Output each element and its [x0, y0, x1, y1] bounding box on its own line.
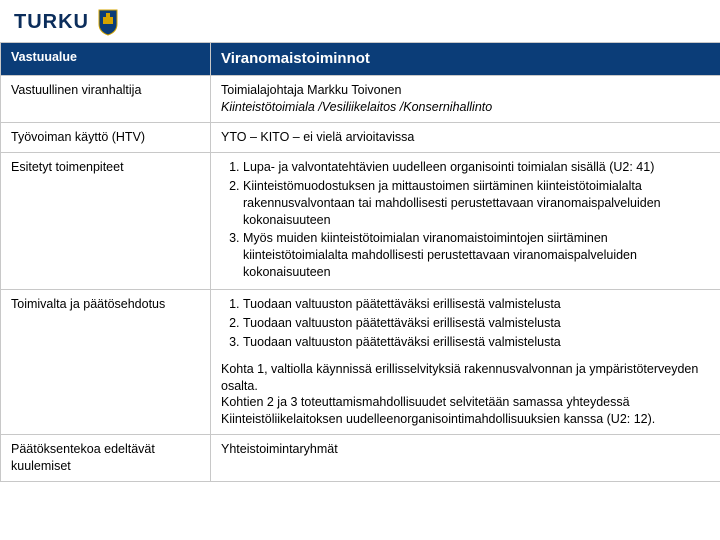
crest-icon — [97, 8, 119, 36]
row3-list: Lupa- ja valvontatehtävien uudelleen org… — [221, 159, 710, 281]
list-item: Kiinteistömuodostuksen ja mittaustoimen … — [243, 178, 710, 229]
logo-text: TURKU — [14, 11, 89, 34]
row4-list: Tuodaan valtuuston päätettäväksi erillis… — [221, 296, 710, 351]
header-left: Vastuualue — [1, 43, 211, 76]
logo-bar: TURKU — [0, 0, 720, 42]
row4-paragraph2: Kohtien 2 ja 3 toteuttamismahdollisuudet… — [221, 394, 710, 428]
table-row: Esitetyt toimenpiteet Lupa- ja valvontat… — [1, 152, 720, 289]
list-item: Tuodaan valtuuston päätettäväksi erillis… — [243, 315, 710, 332]
list-item: Tuodaan valtuuston päätettäväksi erillis… — [243, 334, 710, 351]
table-row: Työvoiman käyttö (HTV) YTO – KITO – ei v… — [1, 123, 720, 153]
row1-label: Vastuullinen viranhaltija — [1, 76, 211, 123]
list-item: Myös muiden kiinteistötoimialan viranoma… — [243, 230, 710, 281]
row5-label: Päätöksentekoa edeltävät kuulemiset — [1, 435, 211, 482]
row1-line2: Kiinteistötoimiala /Vesiliikelaitos /Kon… — [221, 99, 710, 116]
table-row: Päätöksentekoa edeltävät kuulemiset Yhte… — [1, 435, 720, 482]
page-root: TURKU Vastuualue Viranomaistoiminnot Vas… — [0, 0, 720, 540]
row3-label: Esitetyt toimenpiteet — [1, 152, 211, 289]
list-item: Tuodaan valtuuston päätettäväksi erillis… — [243, 296, 710, 313]
table-header-row: Vastuualue Viranomaistoiminnot — [1, 43, 720, 76]
row1-value: Toimialajohtaja Markku Toivonen Kiinteis… — [211, 76, 720, 123]
table-row: Toimivalta ja päätösehdotus Tuodaan valt… — [1, 290, 720, 435]
list-item: Lupa- ja valvontatehtävien uudelleen org… — [243, 159, 710, 176]
row1-line1: Toimialajohtaja Markku Toivonen — [221, 82, 710, 99]
row2-label: Työvoiman käyttö (HTV) — [1, 123, 211, 153]
table-row: Vastuullinen viranhaltija Toimialajohtaj… — [1, 76, 720, 123]
row4-label: Toimivalta ja päätösehdotus — [1, 290, 211, 435]
row4-paragraph1: Kohta 1, valtiolla käynnissä erillisselv… — [221, 361, 710, 395]
row2-value: YTO – KITO – ei vielä arvioitavissa — [211, 123, 720, 153]
main-table: Vastuualue Viranomaistoiminnot Vastuulli… — [0, 42, 720, 482]
row3-value: Lupa- ja valvontatehtävien uudelleen org… — [211, 152, 720, 289]
header-right: Viranomaistoiminnot — [211, 43, 720, 76]
row4-value: Tuodaan valtuuston päätettäväksi erillis… — [211, 290, 720, 435]
row5-value: Yhteistoimintaryhmät — [211, 435, 720, 482]
